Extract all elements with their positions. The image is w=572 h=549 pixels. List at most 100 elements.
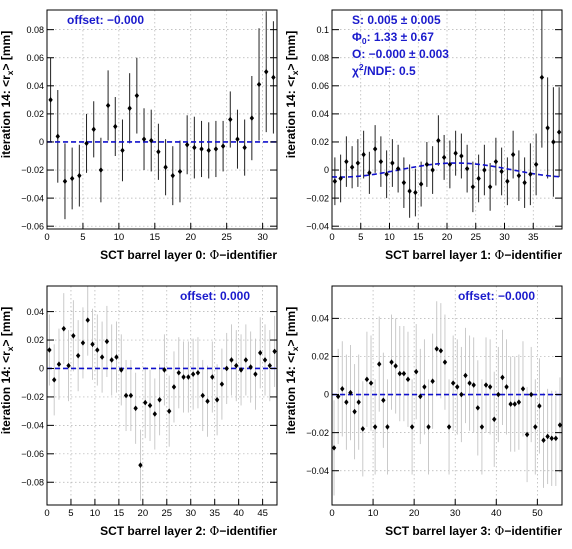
y-axis-label: iteration 14: <rx> [mm] <box>0 307 15 434</box>
y-axis-label-main: iteration 14: <r <box>0 351 13 434</box>
data-point <box>372 424 378 430</box>
data-point <box>505 178 510 185</box>
data-point <box>219 381 225 387</box>
y-tick-label: −0.04 <box>21 421 44 431</box>
annotation-symbol: Φ <box>352 30 362 44</box>
data-point <box>455 384 460 390</box>
data-point <box>186 374 191 380</box>
data-point <box>340 386 345 392</box>
data-point <box>508 401 513 407</box>
data-point <box>220 143 226 149</box>
data-point <box>71 332 76 339</box>
data-point <box>213 146 219 152</box>
x-axis-label-main: SCT barrel layer 0: <box>100 248 209 262</box>
data-point <box>195 369 201 376</box>
data-point <box>99 354 105 360</box>
data-point <box>493 158 499 165</box>
y-axis-label: iteration 14: <rx> [mm] <box>0 31 15 158</box>
y-tick-label: −0.04 <box>306 466 329 476</box>
x-axis-label-symbol: Φ <box>494 524 504 538</box>
x-tick-label: 0 <box>329 232 334 243</box>
x-tick-label: 0 <box>44 508 49 519</box>
y-tick-label: 0.02 <box>311 137 329 147</box>
data-point <box>114 354 119 360</box>
annotation-text: Φ0: 1.33 ± 0.67 <box>352 30 434 46</box>
data-point <box>176 369 181 376</box>
data-point <box>413 189 418 196</box>
y-tick-label: −0.06 <box>21 221 44 231</box>
data-point <box>533 161 539 168</box>
data-point <box>522 179 527 186</box>
x-axis-label-suffix: −identifier <box>219 248 277 262</box>
data-point <box>228 116 233 123</box>
data-point <box>235 136 240 142</box>
x-tick-label: 20 <box>138 508 149 519</box>
y-tick-label: 0.08 <box>26 25 44 35</box>
data-point <box>487 184 493 190</box>
data-point <box>91 126 96 133</box>
data-point <box>224 365 229 372</box>
data-point <box>143 399 148 406</box>
data-point <box>348 389 353 396</box>
data-point <box>166 408 172 414</box>
data-point <box>171 384 177 390</box>
y-tick-label: 0.06 <box>26 53 44 63</box>
data-layer <box>332 301 562 496</box>
x-tick-label: 25 <box>162 508 173 519</box>
data-point <box>539 74 545 81</box>
data-point <box>556 129 562 135</box>
y-tick-label: 0.04 <box>26 307 44 317</box>
x-tick-label: 0 <box>329 508 334 519</box>
data-point <box>389 359 394 365</box>
data-point <box>120 147 125 154</box>
x-axis-label: SCT barrel layer 2: Φ−identifier <box>100 524 277 538</box>
x-axis-label-main: SCT barrel layer 1: <box>385 248 494 262</box>
x-tick-label: 30 <box>499 232 510 243</box>
data-point <box>200 392 205 399</box>
data-point <box>430 167 435 173</box>
data-point <box>134 92 140 99</box>
x-tick-label: 5 <box>68 508 73 519</box>
data-point <box>344 158 349 165</box>
data-point <box>464 165 470 172</box>
x-tick-label: 35 <box>209 508 220 519</box>
y-tick-label: 0.02 <box>26 109 44 119</box>
data-point <box>390 160 395 166</box>
data-point <box>258 350 263 356</box>
x-tick-label: 40 <box>233 508 244 519</box>
data-point <box>141 136 147 142</box>
data-point <box>378 158 384 165</box>
data-point <box>549 435 554 442</box>
data-point <box>524 431 530 438</box>
panel-2: 0 5 10 15 20 25 30 35 40 45 −0.08 −0.06 −0.04 −0.02 0 0… <box>0 285 278 538</box>
x-axis-label: SCT barrel layer 0: Φ−identifier <box>100 248 277 262</box>
x-axis-label-symbol: Φ <box>209 248 219 262</box>
data-point <box>418 393 423 400</box>
data-layer <box>47 286 277 501</box>
data-point <box>344 399 349 405</box>
data-point <box>256 81 262 88</box>
x-axis-label-main: SCT barrel layer 2: <box>100 524 209 538</box>
data-point <box>109 357 114 363</box>
y-tick-label: 0 <box>324 390 329 400</box>
x-tick-label: 15 <box>114 508 125 519</box>
x-tick-label: 0 <box>44 232 49 243</box>
y-axis-label: iteration 14: <rx> [mm] <box>284 307 300 434</box>
data-point <box>434 346 439 352</box>
data-point <box>418 181 424 187</box>
data-point <box>482 167 487 173</box>
data-point <box>520 386 526 392</box>
data-point <box>512 401 517 407</box>
data-point <box>360 426 366 432</box>
x-tick-label: 40 <box>491 508 502 519</box>
annotation-text: offset: −0.000 <box>458 289 535 303</box>
data-point <box>192 144 197 151</box>
data-point <box>56 361 62 368</box>
data-point <box>424 161 430 168</box>
data-point <box>105 102 111 109</box>
y-axis-label-sub: x <box>290 346 300 351</box>
data-point <box>381 397 386 404</box>
data-point <box>463 372 468 379</box>
